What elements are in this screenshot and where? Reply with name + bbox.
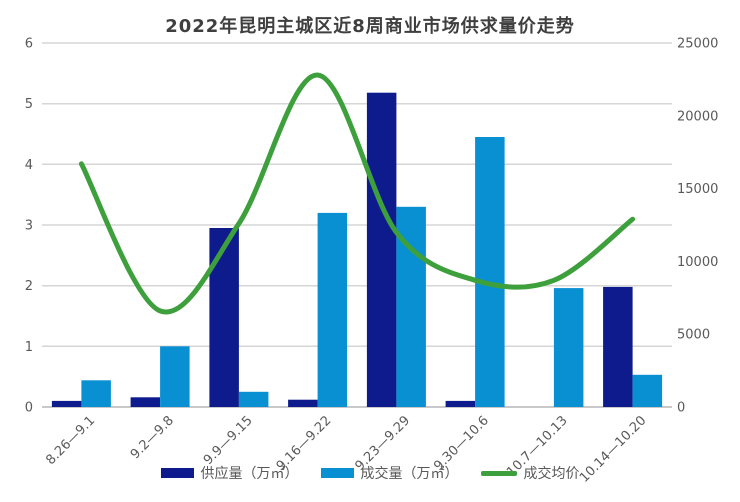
volume-bar — [632, 374, 663, 407]
supply-bar — [130, 397, 161, 407]
x-axis-label: 9.30—10.6 — [431, 413, 492, 474]
x-axis-label: 9.2—9.8 — [128, 413, 177, 462]
x-axis-label: 9.23—9.29 — [352, 413, 413, 474]
left-axis-tick: 3 — [25, 219, 33, 234]
left-axis-tick: 2 — [25, 279, 33, 294]
supply-bar — [209, 228, 239, 407]
left-axis-tick: 4 — [25, 158, 33, 173]
supply-bar — [445, 400, 476, 407]
x-axis-label: 9.16—9.22 — [274, 413, 335, 474]
x-axis-label: 9.9—9.15 — [201, 413, 256, 468]
supply-bar — [288, 399, 318, 407]
supply-bar — [51, 400, 82, 407]
x-axis-label: 8.26—9.1 — [43, 413, 98, 468]
x-axis-label: 10.7—10.13 — [504, 413, 571, 480]
volume-bar — [553, 288, 584, 407]
supply-bar — [603, 286, 633, 407]
right-axis-tick: 25000 — [677, 37, 718, 52]
right-axis-tick: 10000 — [677, 255, 718, 270]
chart-title: 2022年昆明主城区近8周商业市场供求量价走势 — [165, 16, 575, 37]
supply-bar — [366, 92, 397, 407]
right-axis-tick: 5000 — [677, 328, 710, 343]
left-axis-tick: 1 — [25, 340, 33, 355]
x-axis-label: 10.14—10.20 — [577, 413, 649, 485]
left-axis-tick: 0 — [25, 401, 33, 416]
volume-bar — [238, 391, 269, 407]
right-axis-tick: 15000 — [677, 182, 718, 197]
right-axis-tick: 0 — [677, 401, 685, 416]
left-axis-tick: 5 — [25, 97, 33, 112]
volume-bar — [160, 346, 190, 407]
volume-bar — [475, 137, 505, 407]
volume-bar — [317, 212, 348, 407]
volume-bar — [81, 380, 111, 407]
price-line — [78, 72, 636, 315]
right-axis-tick: 20000 — [677, 109, 718, 124]
left-axis-tick: 6 — [25, 37, 33, 52]
